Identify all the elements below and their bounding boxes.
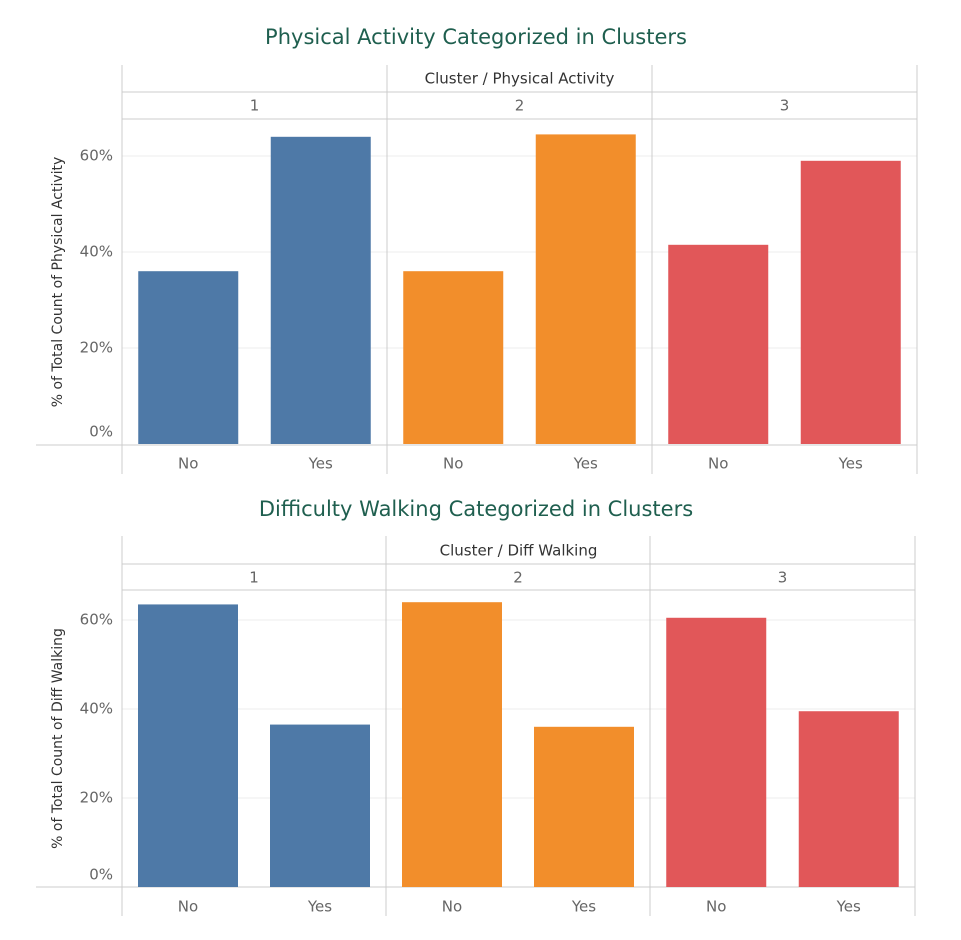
bar-cluster-2-yes bbox=[534, 726, 634, 887]
bar-cluster-3-no bbox=[668, 244, 769, 444]
cluster-label-2: 2 bbox=[515, 97, 525, 115]
bar-cluster-3-yes bbox=[798, 711, 899, 887]
y-tick-label: 60% bbox=[80, 611, 113, 629]
y-tick-label: 60% bbox=[80, 147, 113, 165]
y-axis-label: % of Total Count of Physical Activity bbox=[50, 157, 66, 408]
y-tick-label: 0% bbox=[89, 423, 113, 441]
y-tick-label: 40% bbox=[80, 243, 113, 261]
bar-cluster-3-yes bbox=[800, 160, 901, 445]
category-label: Yes bbox=[571, 898, 596, 916]
category-label: No bbox=[706, 898, 726, 916]
bar-cluster-2-yes bbox=[535, 134, 636, 444]
category-label: Yes bbox=[836, 898, 861, 916]
category-label: Yes bbox=[838, 455, 863, 473]
column-header-2: Cluster / Diff Walking bbox=[440, 542, 598, 560]
category-label: Yes bbox=[308, 455, 333, 473]
category-label: No bbox=[178, 898, 198, 916]
y-tick-label: 20% bbox=[80, 789, 113, 807]
bar-cluster-1-no bbox=[138, 271, 239, 444]
category-label: No bbox=[708, 455, 728, 473]
category-label: No bbox=[442, 898, 462, 916]
column-header-1: Cluster / Physical Activity bbox=[425, 70, 615, 88]
bar-cluster-1-no bbox=[138, 604, 238, 887]
bar-cluster-1-yes bbox=[270, 136, 371, 445]
bar-cluster-2-no bbox=[402, 602, 502, 887]
cluster-label-3: 3 bbox=[780, 97, 790, 115]
cluster-label-3: 3 bbox=[778, 569, 788, 587]
y-tick-label: 40% bbox=[80, 700, 113, 718]
category-label: Yes bbox=[573, 455, 598, 473]
category-label: No bbox=[178, 455, 198, 473]
cluster-label-2: 2 bbox=[513, 569, 523, 587]
y-tick-label: 0% bbox=[89, 866, 113, 884]
y-tick-label: 20% bbox=[80, 339, 113, 357]
bar-cluster-3-no bbox=[666, 617, 767, 887]
category-label: No bbox=[443, 455, 463, 473]
y-axis-label: % of Total Count of Diff Walking bbox=[50, 628, 66, 849]
chart-title-1: Physical Activity Categorized in Cluster… bbox=[265, 25, 687, 49]
cluster-label-1: 1 bbox=[250, 97, 260, 115]
cluster-label-1: 1 bbox=[249, 569, 259, 587]
bar-cluster-2-no bbox=[403, 271, 504, 444]
category-label: Yes bbox=[307, 898, 332, 916]
bar-cluster-1-yes bbox=[270, 724, 370, 887]
chart-title-2: Difficulty Walking Categorized in Cluste… bbox=[259, 497, 693, 521]
